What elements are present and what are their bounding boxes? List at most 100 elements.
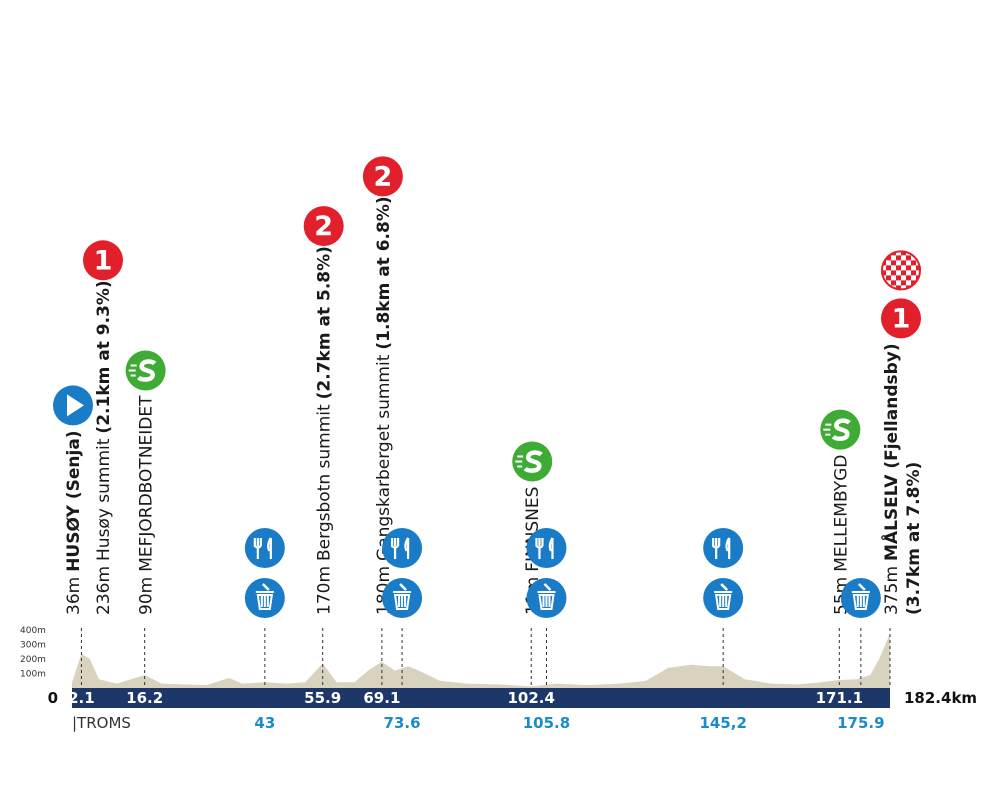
speed-lines (128, 364, 137, 377)
waste-icon (703, 578, 744, 618)
checker-square (881, 250, 886, 256)
sprint-icon (820, 409, 861, 450)
altitude: 375m (882, 566, 902, 615)
waste-icon (244, 578, 285, 618)
icon-circle (244, 528, 285, 568)
sprint-s (831, 418, 851, 441)
km-label: 105.8 (523, 714, 570, 732)
checker-square (886, 275, 891, 281)
place-name: MELLEMBYGD (831, 455, 851, 572)
speed-lines (515, 455, 524, 468)
point-text: 180mGangskarberget summit(1.8km at 6.8%) (374, 196, 394, 615)
climb-detail: (2.1km at 9.3%) (94, 280, 114, 433)
sprint-icon (125, 350, 166, 391)
category-number: 2 (373, 161, 392, 192)
point-label: 90m MEFJORDBOTNEIDET (137, 395, 157, 615)
climb-icon: 1 (881, 298, 921, 339)
waste-icon (382, 578, 423, 618)
y-tick-label: 200m (20, 655, 46, 665)
start-triangle (67, 394, 84, 417)
checker-square (911, 270, 916, 276)
bin (393, 591, 412, 610)
icon-circle (362, 156, 403, 197)
category-number: 1 (892, 303, 911, 334)
bin-item (720, 583, 729, 591)
checker-square (896, 285, 901, 291)
checker-square (901, 250, 906, 256)
place-name: Husøy summit (94, 438, 114, 561)
km-label: 73.6 (384, 714, 421, 732)
checker-square (911, 260, 916, 266)
speed-lines (823, 423, 832, 436)
bin (255, 591, 274, 610)
place-name: MÅLSELV (Fjellandsby) (879, 343, 902, 561)
bin-item (857, 583, 866, 591)
point-label: 375m MÅLSELV (Fjellandsby) (3.7km at 7.8%) (879, 343, 924, 615)
altitude: 236m (94, 566, 114, 615)
point-text: 36m HUSØY (Senja) (64, 430, 84, 615)
checker-square (901, 280, 906, 286)
category-number: 1 (94, 245, 113, 276)
bin (714, 591, 733, 610)
km-label: 145,2 (699, 714, 746, 732)
fork-knife (253, 537, 272, 559)
checker-square (906, 265, 911, 271)
place-name: MEFJORDBOTNEIDET (137, 395, 157, 572)
bin-item (399, 583, 407, 591)
finish-icon (881, 250, 921, 291)
km-label: 55.9 (304, 689, 341, 707)
checker-square (906, 275, 911, 281)
checker-square (891, 270, 896, 276)
bin (851, 591, 870, 610)
altitude: 90m (137, 577, 157, 615)
checker-square (886, 265, 891, 271)
point-label: 236m Husøy summit (2.1km at 9.3%) (94, 280, 114, 615)
checker-ring (881, 250, 921, 291)
km-label: 16.2 (126, 689, 163, 707)
elevation-profile (72, 633, 890, 688)
checker-square (911, 280, 916, 286)
point-label: 36m HUSØY (Senja) (64, 430, 84, 615)
icon-circle (83, 240, 123, 281)
sprint-icon (512, 441, 553, 482)
altitude: 170m (315, 566, 335, 615)
feed-icon (526, 528, 567, 568)
checker-square (886, 255, 891, 261)
checker-square (916, 285, 921, 291)
checker-square (916, 265, 921, 271)
start-icon (53, 385, 93, 426)
km-label: 102.4 (508, 689, 555, 707)
y-tick-label: 300m (20, 641, 46, 651)
y-tick-label: 100m (20, 670, 46, 680)
feed-icon (382, 528, 423, 568)
bin (537, 591, 556, 610)
climb-icon: 1 (83, 240, 123, 281)
checker-square (901, 260, 906, 266)
point-text: 90m MEFJORDBOTNEIDET (137, 395, 157, 615)
waste-icon (840, 578, 881, 618)
sprint-s (137, 359, 157, 382)
icon-circle (303, 206, 344, 247)
place-name: Bergsbotn summit (315, 404, 335, 561)
climb-detail: (2.7km at 5.8%) (315, 246, 335, 399)
checker-square (906, 255, 911, 261)
altitude: 36m (64, 577, 84, 615)
km-label: 175.9 (837, 714, 884, 732)
sprint-s (523, 450, 543, 473)
category-number: 2 (314, 211, 333, 242)
feed-icon (703, 528, 744, 568)
icon-circle (703, 528, 744, 568)
point-detail: (3.7km at 7.8%) (904, 462, 924, 615)
fork-knife (712, 537, 731, 559)
distance-bar (72, 688, 890, 708)
point-text: 170m Bergsbotn summit (2.7km at 5.8%) (315, 246, 335, 615)
km-label: 2.1 (68, 689, 95, 707)
x-tick-label: 182.4km (904, 689, 977, 707)
checker-square (891, 260, 896, 266)
km-label: 43 (254, 714, 275, 732)
point-label: 180mGangskarberget summit(1.8km at 6.8%) (374, 196, 394, 615)
fork-knife (535, 537, 554, 559)
km-label: 171.1 (816, 689, 863, 707)
fork-knife (390, 537, 410, 559)
